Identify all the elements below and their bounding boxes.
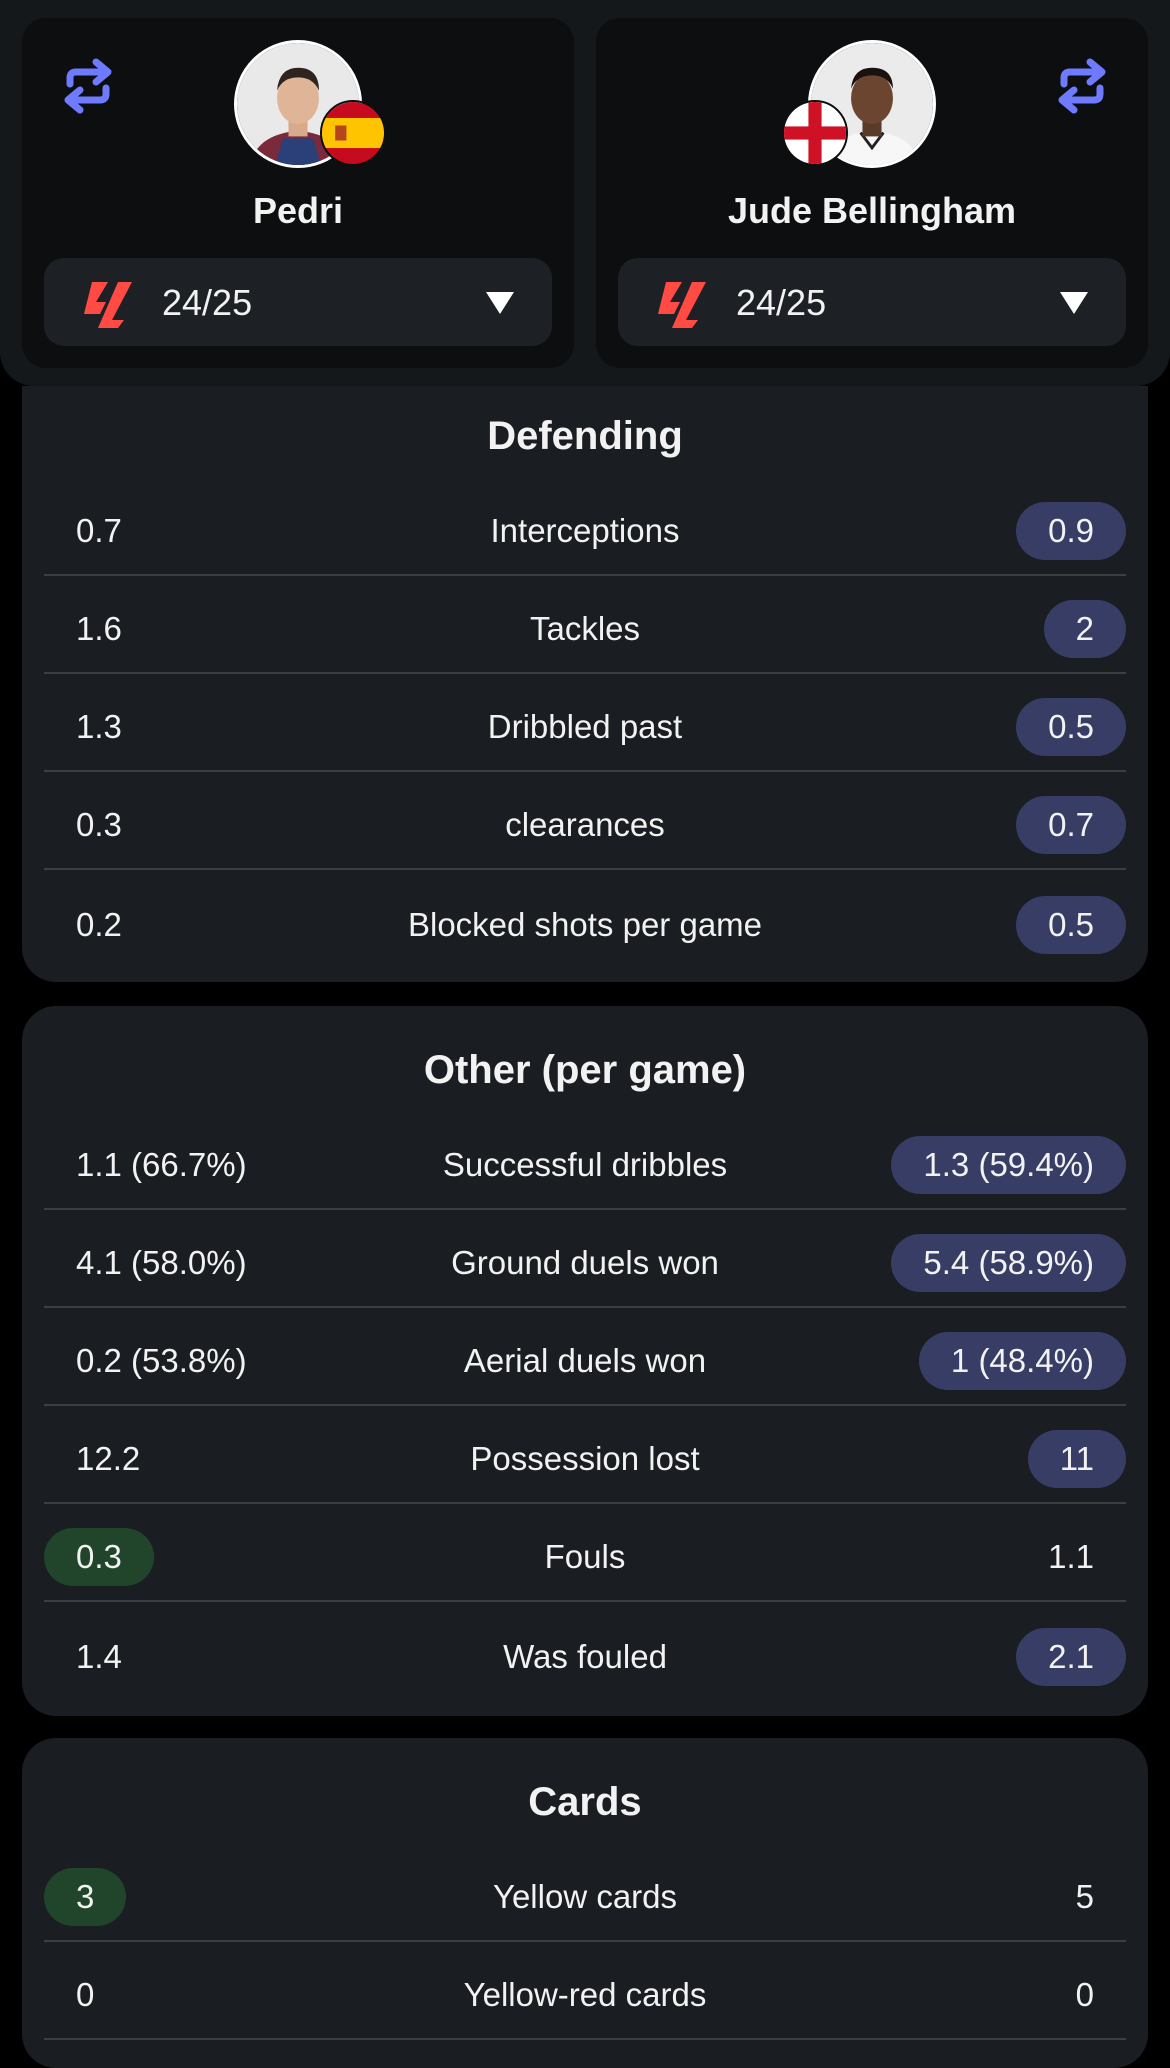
stat-label: Possession lost	[470, 1440, 700, 1477]
stat-row-was-fouled: 1.4 Was fouled 2.1	[44, 1604, 1126, 1702]
stat-value-left-highlight: 3	[44, 1868, 127, 1926]
player-card-left: Pedri 24/25	[22, 18, 574, 368]
chevron-down-icon	[486, 292, 514, 314]
laliga-logo-icon	[658, 282, 706, 328]
stat-value-right-highlight: 11	[1027, 1430, 1126, 1488]
chevron-down-icon	[1060, 292, 1088, 314]
stat-row-blocked-shots: 0.2 Blocked shots per game 0.5	[44, 872, 1126, 970]
season-value: 24/25	[736, 282, 827, 323]
stat-value-left: 1.6	[76, 610, 122, 647]
stat-label: Blocked shots per game	[407, 906, 763, 943]
stat-value-left: 4.1 (58.0%)	[76, 1244, 247, 1281]
season-dropdown[interactable]: 24/25	[618, 258, 1126, 346]
stat-label: Yellow cards	[492, 1878, 678, 1915]
section-title: Defending	[487, 414, 683, 458]
stat-value-right-highlight: 0.9	[1016, 502, 1126, 560]
stat-value-right: 5	[1075, 1878, 1094, 1915]
stat-label: Ground duels won	[451, 1244, 719, 1281]
player-name: Pedri	[252, 190, 344, 231]
england-flag-icon	[782, 100, 848, 166]
stat-value-left: 0.2 (53.8%)	[76, 1342, 247, 1379]
stat-value-left: 0.7	[76, 512, 122, 549]
stat-label: Yellow-red cards	[463, 1976, 707, 2013]
stat-value-left: 1.4	[76, 1638, 122, 1675]
other-section: Other (per game) 1.1 (66.7%) Successful …	[22, 1006, 1148, 1716]
stat-value-right: 1.1	[1048, 1538, 1094, 1575]
stat-value-right-highlight: 0.5	[1016, 896, 1126, 954]
stat-value-right-highlight: 0.7	[1016, 796, 1126, 854]
stat-value-left-highlight: 0.3	[44, 1528, 154, 1586]
stat-row-interceptions: 0.7 Interceptions 0.9	[44, 478, 1126, 576]
stat-label: Was fouled	[503, 1638, 667, 1675]
stat-value-left: 12.2	[76, 1440, 141, 1477]
stat-row-yellow-red-cards: 0 Yellow-red cards 0	[44, 1942, 1126, 2040]
section-title: Other (per game)	[423, 1048, 747, 1092]
stat-row-ground-duels: 4.1 (58.0%) Ground duels won 5.4 (58.9%)	[44, 1210, 1126, 1308]
stat-row-tackles: 1.6 Tackles 2	[44, 576, 1126, 674]
stat-value-right-highlight: 0.5	[1016, 698, 1126, 756]
stat-label: Aerial duels won	[463, 1342, 707, 1379]
stat-value-left: 0	[76, 1976, 95, 2013]
stat-value-right-highlight: 2	[1043, 600, 1126, 658]
stat-value-right-highlight: 1 (48.4%)	[918, 1332, 1126, 1390]
stat-row-fouls: 0.3 Fouls 1.1	[44, 1504, 1126, 1602]
stat-value-left: 1.3	[76, 708, 122, 745]
stat-row-clearances: 0.3 clearances 0.7	[44, 772, 1126, 870]
stat-row-dribbled-past: 1.3 Dribbled past 0.5	[44, 674, 1126, 772]
player-card-right: Jude Bellingham 24/25	[596, 18, 1148, 368]
swap-player-icon[interactable]	[58, 56, 118, 116]
stat-value-left: 0.3	[76, 806, 122, 843]
stat-value-right-highlight: 5.4 (58.9%)	[891, 1234, 1126, 1292]
stat-label: Tackles	[529, 610, 641, 647]
stat-label: Interceptions	[490, 512, 680, 549]
stat-value-right: 0	[1075, 1976, 1094, 2013]
stat-value-right-highlight: 1.3 (59.4%)	[891, 1136, 1126, 1194]
stat-value-right-highlight: 2.1	[1016, 1628, 1126, 1686]
stat-label: Dribbled past	[487, 708, 683, 745]
laliga-logo-icon	[84, 282, 132, 328]
stat-row-possession-lost: 12.2 Possession lost 11	[44, 1406, 1126, 1504]
spain-flag-icon	[320, 100, 386, 166]
defending-section: Defending 0.7 Interceptions 0.9 1.6 Tack…	[22, 386, 1148, 982]
stat-label: Fouls	[544, 1538, 626, 1575]
stat-value-left: 0.2	[76, 906, 122, 943]
stat-label: clearances	[505, 806, 665, 843]
stat-row-successful-dribbles: 1.1 (66.7%) Successful dribbles 1.3 (59.…	[44, 1112, 1126, 1210]
section-title: Cards	[528, 1780, 642, 1824]
season-dropdown[interactable]: 24/25	[44, 258, 552, 346]
swap-player-icon[interactable]	[1052, 56, 1112, 116]
stat-row-aerial-duels: 0.2 (53.8%) Aerial duels won 1 (48.4%)	[44, 1308, 1126, 1406]
cards-section: Cards 3 Yellow cards 5 0 Yellow-red card…	[22, 1738, 1148, 2068]
stat-row-yellow-cards: 3 Yellow cards 5	[44, 1844, 1126, 1942]
player-comparison-header: Pedri 24/25	[0, 0, 1170, 386]
stat-label: Successful dribbles	[442, 1146, 728, 1183]
season-value: 24/25	[162, 282, 253, 323]
stat-value-left: 1.1 (66.7%)	[76, 1146, 247, 1183]
player-name: Jude Bellingham	[727, 190, 1017, 231]
